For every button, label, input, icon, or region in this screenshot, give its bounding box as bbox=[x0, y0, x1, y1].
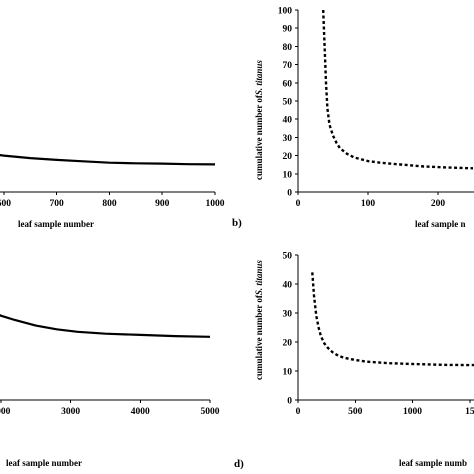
x-tick-label: 700 bbox=[50, 199, 65, 209]
chart-panel-b: 0 100 200 leaf sample n 0 10 20 30 40 50 60 70 80 90 1… bbox=[232, 7, 474, 229]
y-tick-label: 0 bbox=[287, 189, 292, 199]
y-axis-label-prefix: cumulative number of bbox=[254, 94, 264, 180]
y-tick-label: 90 bbox=[283, 25, 293, 35]
y-tick-label: 10 bbox=[283, 368, 293, 378]
x-tick-label: 5000 bbox=[201, 407, 220, 417]
y-tick-label: 80 bbox=[283, 43, 293, 53]
x-tick-label: 2000 bbox=[0, 407, 11, 417]
y-tick-label: 100 bbox=[278, 7, 293, 17]
x-axis-label: leaf sample number bbox=[6, 458, 82, 468]
series-line-d bbox=[311, 272, 474, 367]
panel-label-b: b) bbox=[232, 217, 242, 229]
y-tick-label: 20 bbox=[283, 339, 293, 349]
x-axis-label: leaf sample numb bbox=[399, 458, 467, 468]
x-tick-label: 0 bbox=[296, 199, 301, 209]
x-axis-label: leaf sample n bbox=[415, 219, 466, 229]
y-axis-label-species: S. titanus bbox=[254, 60, 264, 96]
x-tick-label: 0 bbox=[296, 407, 301, 417]
y-tick-label: 10 bbox=[283, 170, 293, 180]
y-tick-label: 60 bbox=[283, 79, 293, 89]
x-tick-label: 4000 bbox=[131, 407, 150, 417]
x-tick-label: 200 bbox=[431, 199, 446, 209]
panel-label-d: d) bbox=[234, 458, 244, 470]
x-axis-label: leaf sample number bbox=[18, 219, 94, 229]
series-line-b bbox=[322, 9, 474, 170]
x-tick-label: 15 bbox=[465, 407, 474, 417]
y-tick-label: 30 bbox=[283, 134, 293, 144]
y-tick-label: 70 bbox=[283, 61, 293, 71]
chart-panel-c: 2000 3000 4000 5000 leaf sample number bbox=[0, 313, 220, 468]
y-tick-label: 40 bbox=[283, 116, 293, 126]
panels: 5006007008009001000leaf sample number010… bbox=[0, 7, 474, 470]
y-axis-label-species: S. titanus bbox=[254, 260, 264, 296]
x-tick-label: 600 bbox=[0, 199, 11, 209]
y-axis-label: cumulative number ofS. titanus bbox=[254, 60, 264, 180]
y-tick-label: 20 bbox=[283, 152, 293, 162]
x-tick-label: 1000 bbox=[206, 199, 225, 209]
y-axis-label-prefix: cumulative number of bbox=[254, 294, 264, 380]
x-tick-label: 3000 bbox=[61, 407, 80, 417]
y-tick-label: 50 bbox=[283, 98, 293, 108]
y-tick-label: 50 bbox=[283, 252, 293, 262]
chart-panel-a: 5006007008009001000leaf sample number bbox=[0, 154, 225, 229]
x-tick-label: 900 bbox=[155, 199, 170, 209]
y-tick-label: 40 bbox=[283, 281, 293, 291]
x-tick-label: 1000 bbox=[403, 407, 422, 417]
x-tick-label: 500 bbox=[348, 407, 363, 417]
y-tick-label: 30 bbox=[283, 310, 293, 320]
x-tick-label: 100 bbox=[361, 199, 376, 209]
series-line-a bbox=[0, 154, 216, 166]
series-line-c bbox=[0, 313, 211, 338]
x-tick-label: 800 bbox=[102, 199, 117, 209]
chart-panel-d: 0 500 1000 15 leaf sample numb 0 10 20 30 40 50 cum… bbox=[234, 252, 474, 470]
y-tick-label: 0 bbox=[287, 397, 292, 407]
y-axis-label: cumulative number ofS. titanus bbox=[254, 260, 264, 380]
